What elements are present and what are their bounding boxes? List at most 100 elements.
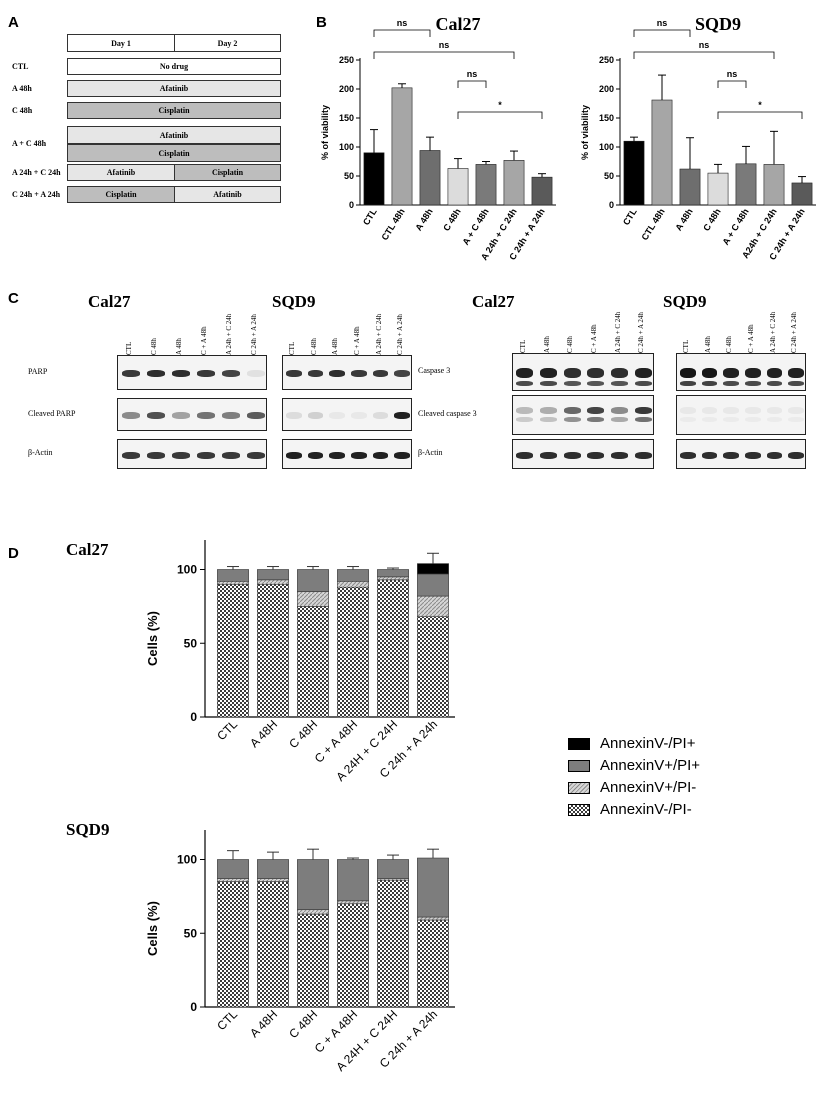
schedule-header-day1: Day 1 — [67, 34, 175, 52]
protein-band — [307, 451, 324, 459]
stacked-segment — [337, 586, 369, 718]
panel-c-letter: C — [8, 290, 19, 307]
stacked-segment — [417, 919, 449, 1008]
x-tick-label: CTL — [361, 206, 379, 227]
significance-bracket — [717, 111, 803, 119]
lane-label: A 48h — [174, 338, 183, 355]
significance-label: ns — [699, 40, 710, 50]
protein-band — [146, 412, 165, 419]
protein-band — [745, 381, 761, 386]
lane-label: CTL — [681, 339, 690, 353]
stacked-segment — [337, 903, 369, 1008]
protein-band — [121, 451, 140, 459]
stacked-segment — [417, 857, 449, 918]
significance-bracket — [373, 29, 431, 37]
protein-band — [745, 451, 761, 459]
x-tick-label: CTL 48h — [639, 207, 666, 242]
lane-label: CTL — [124, 341, 133, 355]
chart-title: Cal27 — [436, 14, 481, 34]
protein-band — [723, 381, 739, 386]
significance-bracket — [633, 51, 775, 59]
protein-band — [394, 412, 410, 419]
stacked-segment — [257, 583, 289, 718]
x-tick-label: CTL — [214, 1007, 240, 1033]
stacked-segment — [217, 569, 249, 582]
schedule-cell: Cisplatin — [174, 164, 281, 181]
y-tick-label: 50 — [184, 636, 198, 650]
lane-label: CTL — [518, 339, 527, 353]
significance-bracket — [717, 80, 747, 88]
significance-label: ns — [467, 69, 478, 79]
protein-band — [286, 451, 302, 459]
stacked-segment — [337, 580, 369, 588]
protein-band — [587, 451, 605, 459]
blot-membrane — [676, 353, 806, 391]
bar — [503, 160, 525, 206]
blot-membrane — [117, 398, 267, 431]
protein-band — [246, 370, 265, 377]
stacked-segment — [377, 579, 409, 718]
protein-band — [307, 412, 324, 419]
protein-band — [788, 381, 804, 386]
y-tick-label: 250 — [599, 55, 614, 65]
bar — [735, 163, 757, 206]
protein-band — [723, 417, 739, 422]
y-tick-label: 50 — [344, 171, 354, 181]
stacked-segment — [417, 563, 449, 575]
blot-row-label: β-Actin — [28, 448, 53, 457]
protein-band — [539, 406, 557, 414]
protein-band — [634, 451, 652, 459]
x-tick-label: A 48h — [673, 207, 694, 233]
protein-band — [766, 368, 783, 378]
y-axis-label: % of viability — [580, 105, 590, 160]
stacked-segment — [297, 569, 329, 592]
protein-band — [516, 368, 534, 378]
protein-band — [723, 368, 739, 378]
stacked-segment — [257, 878, 289, 882]
protein-band — [516, 416, 534, 422]
significance-label: ns — [439, 40, 450, 50]
stacked-segment — [377, 569, 409, 578]
blot-title: Cal27 — [472, 292, 515, 311]
chart-title: Cal27 — [66, 540, 109, 559]
legend-item: AnnexinV-/PI+ — [568, 735, 695, 752]
protein-band — [394, 370, 410, 377]
stacked-segment — [217, 580, 249, 585]
y-tick-label: 50 — [604, 171, 614, 181]
y-tick-label: 0 — [190, 1000, 197, 1014]
chart-title: SQD9 — [66, 820, 109, 839]
protein-band — [587, 381, 605, 386]
schedule-row-label: C 48h — [12, 105, 33, 115]
y-tick-label: 50 — [184, 926, 198, 940]
schedule-row-label: A + C 48h — [12, 139, 47, 148]
protein-band — [372, 370, 389, 377]
protein-band — [351, 451, 367, 459]
bar — [391, 87, 413, 206]
protein-band — [788, 406, 804, 414]
protein-band — [121, 412, 140, 419]
x-tick-label: A 48H — [247, 717, 280, 750]
protein-band — [587, 406, 605, 414]
stacked-segment — [297, 606, 329, 718]
protein-band — [634, 406, 652, 414]
schedule-cell: Afatinib — [67, 164, 175, 181]
protein-band — [788, 368, 804, 378]
schedule-row-label: C 24h + A 24h — [12, 189, 61, 199]
legend-item: AnnexinV+/PI- — [568, 779, 696, 796]
blot-membrane — [676, 395, 806, 435]
legend-item: AnnexinV+/PI+ — [568, 757, 700, 774]
protein-band — [767, 417, 783, 422]
lane-label: C 24h + A 24h — [790, 312, 799, 353]
x-tick-label: CTL — [621, 206, 639, 227]
x-tick-label: A + C 48h — [721, 207, 751, 247]
x-tick-label: CTL — [214, 717, 240, 743]
schedule-cell: No drug — [67, 58, 281, 75]
protein-band — [701, 451, 718, 459]
x-tick-label: A 48h — [413, 207, 434, 233]
legend-swatch — [568, 759, 590, 772]
schedule-row-label: A 24h + C 24h — [12, 167, 61, 177]
protein-band — [563, 406, 581, 414]
blot-membrane — [282, 398, 412, 431]
stacked-segment — [257, 579, 289, 585]
stacked-segment — [417, 616, 449, 718]
